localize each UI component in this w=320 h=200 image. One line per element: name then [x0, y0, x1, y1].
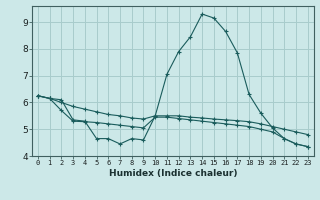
X-axis label: Humidex (Indice chaleur): Humidex (Indice chaleur): [108, 169, 237, 178]
